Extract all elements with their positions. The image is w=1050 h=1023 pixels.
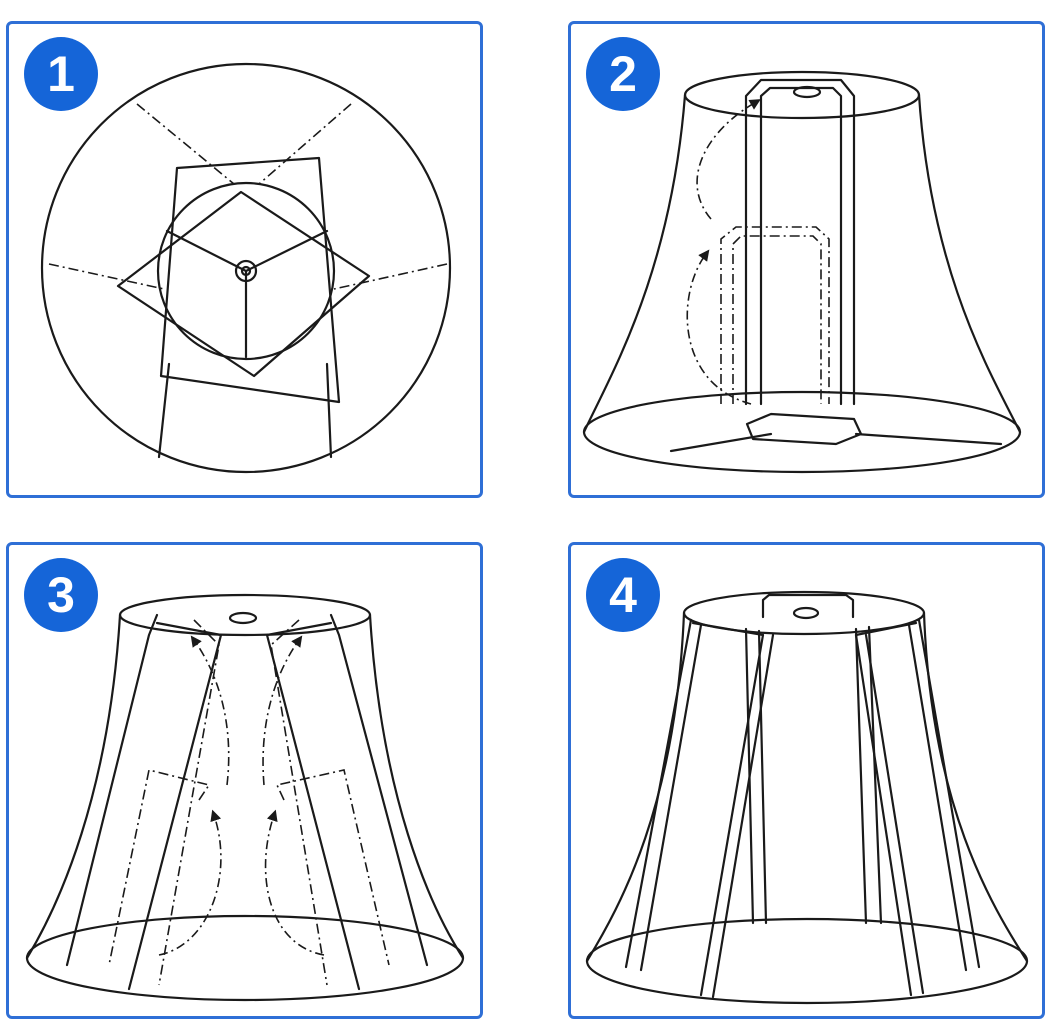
strut-dashed-left [158,619,220,986]
bottom-spoke [669,432,773,453]
side-strut [639,623,703,972]
bottom-spoke [854,432,1003,446]
spider-arm [165,229,248,273]
folding-strut-dashed-left [108,769,211,966]
side-strut [917,618,981,969]
side-strut [907,623,968,972]
side-profile-left [585,611,686,963]
arrow-icon [190,635,230,786]
bottom-ring [582,390,1022,474]
dashed-spoke [333,263,448,290]
folding-strut-dashed [720,226,830,404]
folding-strut-dashed-right [275,769,390,966]
front-strut [864,633,925,995]
frame-step-3-drawing [25,593,465,1002]
bottom-ring [585,917,1029,1005]
upright-strut [854,627,868,925]
step-2-panel: 2 [568,21,1045,498]
upright-strut-inner [759,86,843,406]
step-number-badge: 1 [24,37,98,111]
center-washer [234,259,258,283]
upright-strut [867,625,883,925]
dashed-spoke [136,103,235,185]
dashed-spoke [258,103,352,185]
step-3-panel: 3 [6,542,483,1019]
front-strut [854,633,913,997]
step-number-badge: 2 [586,37,660,111]
vertical-strut [325,362,333,459]
top-spoke [155,621,223,637]
center-washer [228,611,258,625]
top-spoke [265,621,333,637]
right-strut-inner [265,633,361,991]
top-spoke [691,621,765,637]
left-strut-inner [127,633,223,991]
strut-dashed-right [270,619,328,986]
upright-strut [757,629,768,925]
inner-ring [156,181,336,361]
arrow-icon [696,99,761,220]
arrow-icon [158,809,222,956]
right-strut [329,613,429,967]
arrow-icon [264,809,325,956]
side-profile-right [922,611,1029,963]
arrow-icon [262,635,303,786]
side-profile-right [917,93,1022,434]
side-profile-left [582,93,687,434]
bent-diamond-strut [116,190,371,378]
top-spider [761,593,855,619]
step-1-panel: 1 [6,21,483,498]
arrow-icon [686,249,752,405]
spider-arm [244,229,329,273]
frame-top-view-drawing [40,62,452,474]
left-strut [65,613,159,967]
frame-step-2-drawing [582,70,1022,474]
upright-strut [744,78,856,406]
bottom-ring [25,914,465,1002]
top-spoke [854,621,918,637]
center-hole [240,265,252,277]
frame-assembled-drawing [585,590,1029,1005]
side-profile-right [368,613,465,960]
dashed-spoke [48,263,165,290]
side-profile-left [25,613,122,960]
vertical-strut [157,362,171,459]
front-strut [699,633,765,997]
step-4-panel: 4 [568,542,1045,1019]
folding-strut-dashed-inner [732,235,822,404]
outer-ring [40,62,452,474]
folded-strut-bottom [745,412,863,446]
step-number-badge: 4 [586,558,660,632]
front-strut [711,633,775,999]
side-strut [624,618,693,969]
step-number-badge: 3 [24,558,98,632]
center-washer [792,606,820,620]
